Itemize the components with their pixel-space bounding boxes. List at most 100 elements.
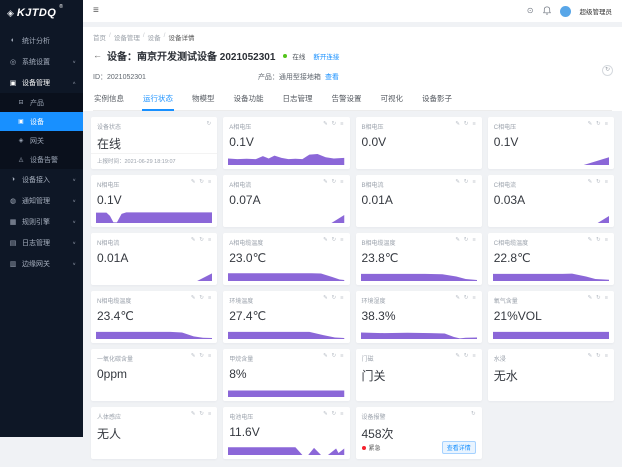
refresh-icon[interactable]: ↻ <box>463 295 469 301</box>
sidebar-item-rule-engine[interactable]: ▦ 规则引擎 ∨ <box>0 211 83 232</box>
refresh-icon[interactable]: ↻ <box>199 179 205 185</box>
edit-icon[interactable]: ✎ <box>587 179 593 185</box>
edit-icon[interactable]: ✎ <box>190 411 196 417</box>
refresh-icon[interactable]: ↻ <box>463 179 469 185</box>
edit-icon[interactable]: ✎ <box>455 121 460 127</box>
edit-icon[interactable]: ✎ <box>587 237 593 243</box>
bell-icon[interactable] <box>542 6 551 17</box>
refresh-icon[interactable]: ↻ <box>331 295 337 301</box>
edit-icon[interactable]: ✎ <box>323 295 328 301</box>
sidebar-item-stats[interactable]: ◐ 统计分析 <box>0 30 83 51</box>
edit-icon[interactable]: ✎ <box>323 121 328 127</box>
refresh-icon[interactable]: ↻ <box>206 121 212 127</box>
more-icon[interactable]: ≡ <box>340 353 344 359</box>
tab-instance-info[interactable]: 实例信息 <box>94 94 124 103</box>
edit-icon[interactable]: ✎ <box>323 237 328 243</box>
tab-device-shadow[interactable]: 设备影子 <box>422 94 452 103</box>
card-actions: ✎ ↻ ≡ <box>587 237 608 244</box>
more-icon[interactable]: ≡ <box>472 179 476 185</box>
refresh-icon[interactable]: ↻ <box>596 237 601 243</box>
refresh-icon[interactable]: ↻ <box>199 411 205 417</box>
breadcrumb-item[interactable]: 首页 <box>93 35 106 42</box>
tab-device-function[interactable]: 设备功能 <box>233 94 264 103</box>
refresh-icon[interactable]: ↻ <box>331 237 337 243</box>
sidebar-item-notify-mgmt[interactable]: ◍ 通知管理 ∨ <box>0 190 83 211</box>
sidebar-item-system-settings[interactable]: ◎ 系统设置 ∨ <box>0 51 83 72</box>
refresh-icon[interactable]: ↻ <box>199 353 205 359</box>
refresh-icon[interactable]: ↻ <box>463 121 469 127</box>
more-icon[interactable]: ≡ <box>208 179 212 185</box>
tab-visualization[interactable]: 可视化 <box>380 94 404 103</box>
refresh-icon[interactable]: ↻ <box>331 353 337 359</box>
refresh-icon[interactable]: ↻ <box>471 411 476 417</box>
breadcrumb-item[interactable]: 设备 <box>147 35 161 42</box>
refresh-icon[interactable]: ↻ <box>463 353 469 359</box>
tab-thing-model[interactable]: 物模型 <box>192 94 215 103</box>
edit-icon[interactable]: ✎ <box>587 295 593 301</box>
sidebar-item-device-access[interactable]: ◑ 设备接入 ∨ <box>0 169 83 190</box>
edit-icon[interactable]: ✎ <box>190 353 196 359</box>
device-meta-row: ID：2021052301 产品：通用型接地箱 查看 <box>93 72 612 82</box>
sidebar-item-edge-gateway[interactable]: ▥ 边缘网关 ∨ <box>0 253 83 274</box>
sidebar-item-device-mgmt[interactable]: ▣ 设备管理 ∧ <box>0 72 83 93</box>
more-icon[interactable]: ≡ <box>472 237 476 243</box>
more-icon[interactable]: ≡ <box>340 179 344 185</box>
more-icon[interactable]: ≡ <box>604 179 608 185</box>
edit-icon[interactable]: ✎ <box>190 295 196 301</box>
tab-alarm-settings[interactable]: 告警设置 <box>331 94 362 103</box>
edit-icon[interactable]: ✎ <box>587 353 593 359</box>
edit-icon[interactable]: ✎ <box>190 179 196 185</box>
more-icon[interactable]: ≡ <box>340 237 344 243</box>
refresh-icon[interactable]: ↻ <box>331 121 337 127</box>
refresh-icon[interactable]: ↻ <box>331 179 337 185</box>
edit-icon[interactable]: ✎ <box>455 353 460 359</box>
breadcrumb-item[interactable]: 设备管理 <box>113 35 140 42</box>
user-avatar[interactable] <box>559 5 571 17</box>
more-icon[interactable]: ≡ <box>340 411 344 417</box>
more-icon[interactable]: ≡ <box>604 121 608 127</box>
product-view-link[interactable]: 查看 <box>324 74 339 81</box>
more-icon[interactable]: ≡ <box>472 121 476 127</box>
edit-icon[interactable]: ✎ <box>587 121 593 127</box>
refresh-icon[interactable]: ↻ <box>596 295 601 301</box>
sidebar-subitem-product[interactable]: ⊟ 产品 <box>0 93 83 112</box>
sidebar-subitem-device[interactable]: ▣ 设备 <box>0 112 83 131</box>
edit-icon[interactable]: ✎ <box>455 295 460 301</box>
disconnect-link[interactable]: 断开连接 <box>313 53 340 61</box>
edit-icon[interactable]: ✎ <box>455 237 460 243</box>
sidebar-collapse-icon[interactable]: ≡ <box>93 5 99 16</box>
more-icon[interactable]: ≡ <box>208 237 212 243</box>
refresh-icon[interactable]: ↻ <box>199 237 205 243</box>
panel-refresh-icon[interactable]: ↻ <box>602 65 613 76</box>
tab-log-mgmt[interactable]: 日志管理 <box>282 94 313 103</box>
more-icon[interactable]: ≡ <box>340 121 344 127</box>
globe-icon[interactable]: ⊙ <box>526 6 534 15</box>
edit-icon[interactable]: ✎ <box>190 237 196 243</box>
refresh-icon[interactable]: ↻ <box>463 237 469 243</box>
refresh-icon[interactable]: ↻ <box>596 121 601 127</box>
refresh-icon[interactable]: ↻ <box>199 295 205 301</box>
edit-icon[interactable]: ✎ <box>323 353 328 359</box>
more-icon[interactable]: ≡ <box>472 353 476 359</box>
more-icon[interactable]: ≡ <box>208 411 212 417</box>
more-icon[interactable]: ≡ <box>208 353 212 359</box>
more-icon[interactable]: ≡ <box>208 295 212 301</box>
sidebar-subitem-gateway[interactable]: ◈ 网关 <box>0 131 83 150</box>
more-icon[interactable]: ≡ <box>604 295 608 301</box>
refresh-icon[interactable]: ↻ <box>331 411 337 417</box>
refresh-icon[interactable]: ↻ <box>596 179 601 185</box>
edit-icon[interactable]: ✎ <box>323 179 328 185</box>
sidebar-item-log-mgmt[interactable]: ▤ 日志管理 ∨ <box>0 232 83 253</box>
username-label[interactable]: 超级管理员 <box>579 9 613 16</box>
more-icon[interactable]: ≡ <box>472 295 476 301</box>
view-detail-button[interactable]: 查看详情 <box>441 441 476 454</box>
back-arrow-icon[interactable]: ← <box>93 50 102 60</box>
tab-run-status[interactable]: 运行状态 <box>142 89 174 111</box>
edit-icon[interactable]: ✎ <box>323 411 328 417</box>
sidebar-subitem-device-alarm[interactable]: ◬ 设备告警 <box>0 150 83 169</box>
more-icon[interactable]: ≡ <box>604 237 608 243</box>
more-icon[interactable]: ≡ <box>604 353 608 359</box>
refresh-icon[interactable]: ↻ <box>596 353 601 359</box>
edit-icon[interactable]: ✎ <box>455 179 460 185</box>
more-icon[interactable]: ≡ <box>340 295 344 301</box>
